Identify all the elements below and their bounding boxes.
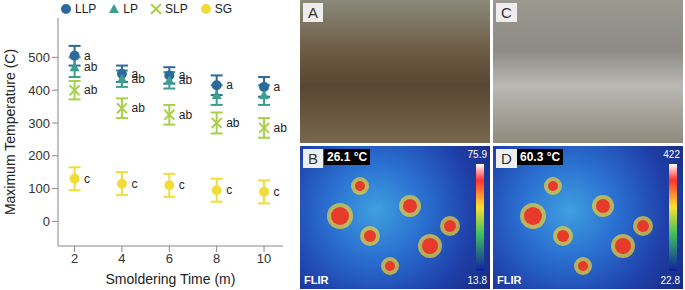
svg-text:ab: ab [84,60,98,74]
html-text:C: C [501,4,512,21]
svg-text:c: c [84,172,90,186]
svg-text:c: c [274,185,280,199]
svg-text:100: 100 [28,181,50,196]
svg-text:ab: ab [226,116,240,130]
html-text:SG: SG [214,2,233,16]
svg-text:c: c [179,178,185,192]
svg-text:0: 0 [43,214,50,229]
html-text:A: A [308,4,318,21]
svg-text:400: 400 [28,83,50,98]
svg-text:ab: ab [131,72,145,86]
html-text:13.8: 13.8 [467,275,487,286]
svg-text:c: c [226,183,232,197]
svg-text:2: 2 [71,251,78,266]
svg-text:a: a [226,78,233,92]
html-text:FLIR: FLIR [304,274,329,286]
svg-text:8: 8 [213,251,220,266]
svg-text:6: 6 [166,251,173,266]
html-text:LLP: LLP [75,2,97,16]
html-text:D: D [501,150,512,167]
svg-text:c: c [131,177,137,191]
html-text:LP: LP [123,2,138,16]
html-text:FLIR: FLIR [497,274,522,286]
svg-text:500: 500 [28,50,50,65]
svg-text:10: 10 [257,251,271,266]
svg-text:a: a [274,80,281,94]
svg-text:4: 4 [118,251,125,266]
html-text:SLP: SLP [165,2,188,16]
svg-text:ab: ab [84,83,98,97]
svg-text:200: 200 [28,148,50,163]
html-text:22.8: 22.8 [660,275,680,286]
svg-text:ab: ab [179,73,193,87]
svg-text:ab: ab [179,108,193,122]
html-text:60.3 °C: 60.3 °C [520,150,561,164]
svg-text:Maximum Temperature (C): Maximum Temperature (C) [2,49,18,215]
svg-text:ab: ab [131,101,145,115]
html-text:75.9: 75.9 [467,149,487,160]
svg-text:ab: ab [274,121,288,135]
html-text:B: B [308,150,318,167]
html-text:26.1 °C: 26.1 °C [327,150,368,164]
html-text:422: 422 [663,149,680,160]
svg-text:a: a [84,48,91,63]
svg-text:Smoldering Time (m): Smoldering Time (m) [106,271,236,287]
svg-text:300: 300 [28,116,50,131]
